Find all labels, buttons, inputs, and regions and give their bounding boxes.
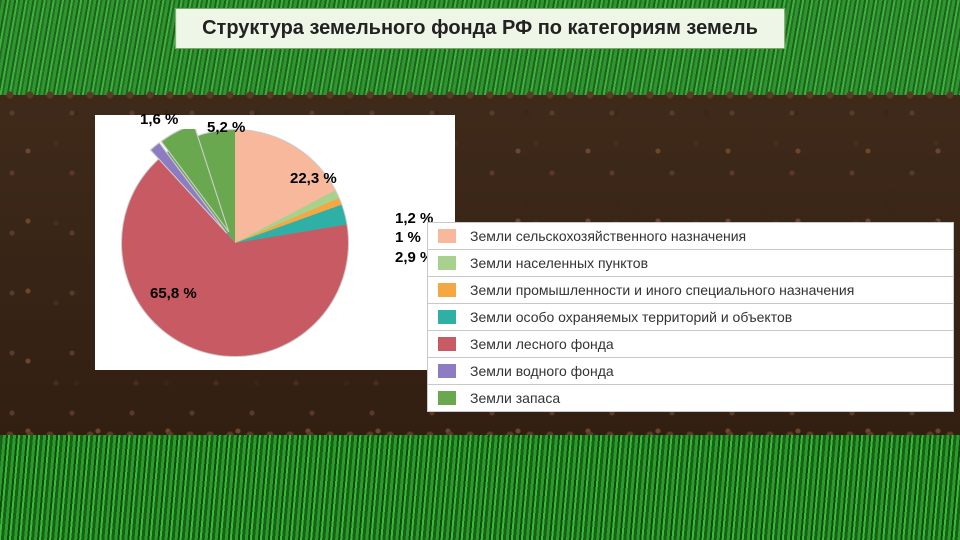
legend-swatch-water [438,364,456,378]
legend-label-water: Земли водного фонда [470,363,614,379]
legend-label-agricultural: Земли сельскохозяйственного назначения [470,228,746,244]
legend-label-industry: Земли промышленности и иного специальног… [470,282,854,298]
legend-swatch-reserve [438,391,456,405]
stage: Структура земельного фонда РФ по категор… [0,0,960,540]
legend-row-settlements: Земли населенных пунктов [427,249,954,276]
legend-label-reserve: Земли запаса [470,390,560,406]
legend-swatch-forest [438,337,456,351]
legend-swatch-agricultural [438,229,456,243]
data-label-industry: 1 % [395,229,421,246]
data-label-water: 1,6 % [140,111,178,128]
pie-wrap [121,129,347,355]
bg-grass-bottom [0,435,960,540]
legend-label-settlements: Земли населенных пунктов [470,255,648,271]
legend-row-agricultural: Земли сельскохозяйственного назначения [427,222,954,249]
pie-chart [121,129,349,357]
legend-swatch-protected [438,310,456,324]
legend-swatch-settlements [438,256,456,270]
legend-label-protected: Земли особо охраняемых территорий и объе… [470,309,792,325]
legend-row-protected: Земли особо охраняемых территорий и объе… [427,303,954,330]
legend-panel: Земли сельскохозяйственного назначения Зе… [427,222,954,412]
data-label-forest: 65,8 % [150,285,197,302]
pie-chart-panel: 22,3 %1,2 %1 %2,9 %65,8 %1,6 %5,2 % [95,115,455,370]
legend-row-industry: Земли промышленности и иного специальног… [427,276,954,303]
legend-row-reserve: Земли запаса [427,384,954,412]
legend-row-forest: Земли лесного фонда [427,330,954,357]
data-label-agricultural: 22,3 % [290,170,337,187]
data-label-reserve: 5,2 % [207,119,245,136]
legend-label-forest: Земли лесного фонда [470,336,614,352]
legend-row-water: Земли водного фонда [427,357,954,384]
legend-swatch-industry [438,283,456,297]
page-title: Структура земельного фонда РФ по категор… [175,8,785,49]
